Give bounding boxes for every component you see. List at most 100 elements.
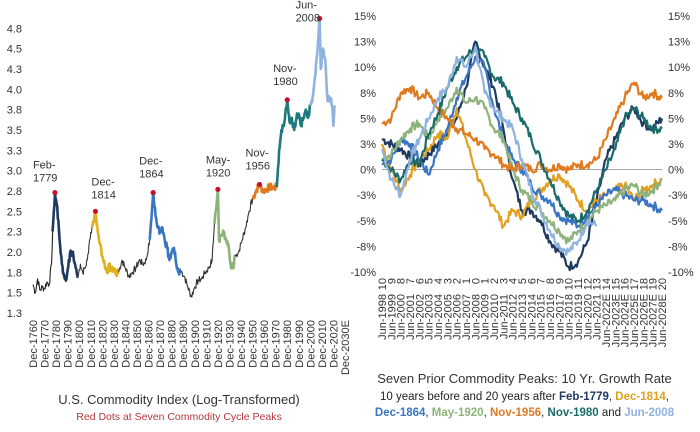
right-x-bottom-tick-label: Jun-2017 xyxy=(554,294,566,340)
right-x-bottom-tick-label: Jun-2016 xyxy=(545,294,557,340)
right-y-tick-label-left: 5% xyxy=(360,113,376,125)
right-y-tick-label-left: 15% xyxy=(354,11,376,23)
peak-label: 1920 xyxy=(206,167,230,179)
right-y-tick-label-left: -3% xyxy=(356,190,376,202)
left-peak-markers: Feb-1779 Dec-1814Dec-1864May-1920Nov-1956… xyxy=(33,0,323,214)
right-x-top-tick-label: 14 xyxy=(601,278,613,290)
left-y-tick-label: 3.5 xyxy=(7,125,22,137)
left-x-tick-label: Dec-1950 xyxy=(248,320,260,368)
left-x-tick-label: Dec-1830 xyxy=(109,320,121,368)
right-x-bottom-tick-label: Jun-2001 xyxy=(405,294,417,340)
right-x-top-tick-label: 8 xyxy=(545,278,557,284)
subtitle-separator: and xyxy=(598,407,625,419)
right-x-bottom-tick-label: Jun-2023E xyxy=(610,294,622,347)
left-x-tick-label: Dec-1840 xyxy=(120,320,132,368)
left-y-tick-label: 2.8 xyxy=(7,186,22,198)
right-x-top-tick-label: 18 xyxy=(638,278,650,290)
right-x-bottom-tick-label: Jun-2012 xyxy=(508,294,520,340)
right-x-top-tick-label: 16 xyxy=(620,278,632,290)
peak-dot xyxy=(316,15,323,22)
left-x-tick-label: Dec-1990 xyxy=(294,320,306,368)
peak-label: Dec- xyxy=(91,176,115,188)
right-x-bottom-tick-label: Jun-2000 xyxy=(396,294,408,340)
right-chart-subtitle-line2: Dec-1864, May-1920, Nov-1956, Nov-1980 a… xyxy=(352,407,697,419)
right-x-bottom-tick-label: Jun-2004 xyxy=(433,294,445,340)
left-y-tick-label: 4.0 xyxy=(7,84,22,96)
left-x-tick-label: Dec-1970 xyxy=(271,320,283,368)
right-chart-subtitle-line1: 10 years before and 20 years after Feb-1… xyxy=(352,391,697,403)
right-y-tick-label-left: -8% xyxy=(356,241,376,253)
peak-dot xyxy=(284,97,290,103)
right-x-bottom-tick-label: Jun-2008 xyxy=(470,294,482,340)
right-x-top-tick-label: 12 xyxy=(582,278,594,290)
left-y-tick-label: 1.8 xyxy=(7,267,22,279)
left-y-tick-label: 4.3 xyxy=(7,64,22,76)
right-x-bottom-tick-label: Jun-2022E xyxy=(601,294,613,347)
subtitle-series-names-1: Feb-1779, Dec-1814, xyxy=(559,391,669,403)
right-x-bottom-tick-label: Jun-2027E xyxy=(648,294,660,347)
right-x-top-tick-label: 6 xyxy=(414,278,426,284)
right-x-bottom-tick-label: Jun-2014 xyxy=(526,294,538,340)
left-series-line xyxy=(32,231,54,294)
peak-dot xyxy=(92,208,98,214)
right-series-line xyxy=(381,86,663,245)
right-y-tick-label-right: -10% xyxy=(668,267,694,279)
right-x-top-tick-label: 3 xyxy=(498,278,510,284)
right-series-line xyxy=(381,40,664,272)
left-x-axis: Dec-1760 Dec-1770 Dec-1780 Dec-1790 Dec-1800… xyxy=(28,320,352,375)
left-y-tick-label: 2.3 xyxy=(7,227,22,239)
right-x-top-tick-label: 4 xyxy=(508,278,520,284)
peak-label: 1980 xyxy=(273,76,297,88)
right-y-tick-label-right: -5% xyxy=(668,216,688,228)
right-x-bottom-tick-label: Jun-2028E xyxy=(657,294,669,347)
left-x-tick-label: Dec-2030E xyxy=(340,320,352,375)
right-x-bottom-tick-label: Jun-2015 xyxy=(536,294,548,340)
peak-label: Nov- xyxy=(245,147,269,159)
peak-label: Nov- xyxy=(273,63,297,75)
subtitle-series-name: Nov-1980 xyxy=(547,407,599,419)
left-series-line xyxy=(309,17,336,128)
left-x-tick-label: Dec-1820 xyxy=(97,320,109,368)
left-x-tick-label: Dec-1760 xyxy=(28,320,40,368)
peak-label: Jun- xyxy=(296,0,318,12)
left-chart-title: U.S. Commodity Index (Log-Transformed) xyxy=(58,392,300,407)
right-x-top-tick-label: 1 xyxy=(461,278,473,284)
left-x-tick-label: Dec-1870 xyxy=(155,320,167,368)
right-x-top-tick-label: 15 xyxy=(610,278,622,290)
right-series-line xyxy=(381,54,663,229)
peak-label: 2008 xyxy=(296,13,320,25)
left-x-tick-label: Dec-1860 xyxy=(144,320,156,368)
left-x-tick-label: Dec-2020 xyxy=(328,320,340,368)
left-x-tick-label: Dec-1900 xyxy=(190,320,202,368)
right-y-tick-label-left: 10% xyxy=(354,62,376,74)
peak-label: 1779 xyxy=(33,173,57,185)
left-y-tick-label: 4.8 xyxy=(7,23,22,35)
left-y-tick-label: 3.0 xyxy=(7,166,22,178)
left-y-tick-label: 2.0 xyxy=(7,247,22,259)
peak-label: 1864 xyxy=(139,169,163,181)
right-y-tick-label-right: 10% xyxy=(668,62,690,74)
left-series-line xyxy=(117,239,151,279)
left-series-line xyxy=(77,227,93,277)
left-x-tick-label: Dec-2010 xyxy=(317,320,329,368)
left-y-tick-label: 1.5 xyxy=(7,288,22,300)
right-x-top-tick-label: 4 xyxy=(433,278,445,284)
right-y-tick-label-left: 0% xyxy=(360,165,376,177)
left-x-tick-label: Dec-1930 xyxy=(224,320,236,368)
right-series-line xyxy=(381,44,663,224)
right-x-bottom-tick-label: Jun-2025E xyxy=(629,294,641,347)
left-series-lines xyxy=(32,17,336,298)
right-y-tick-label-right: 8% xyxy=(668,88,684,100)
peak-label: 1956 xyxy=(245,160,269,172)
right-y-tick-label-left: -10% xyxy=(350,267,376,279)
right-x-bottom-tick-label: Jun-1998 xyxy=(377,294,389,340)
right-y-tick-label-left: 13% xyxy=(354,37,376,49)
left-x-tick-label: Dec-1850 xyxy=(132,320,144,368)
subtitle-series-name: Dec-1864 xyxy=(374,407,426,419)
right-x-top-tick-label: 8 xyxy=(396,278,408,284)
right-y-tick-label-right: 13% xyxy=(668,37,690,49)
left-x-tick-label: Dec-1920 xyxy=(213,320,225,368)
right-x-top-tick-label: 6 xyxy=(526,278,538,284)
left-y-tick-label: 3.3 xyxy=(7,145,22,157)
right-x-top-tick-label: 9 xyxy=(386,278,398,284)
